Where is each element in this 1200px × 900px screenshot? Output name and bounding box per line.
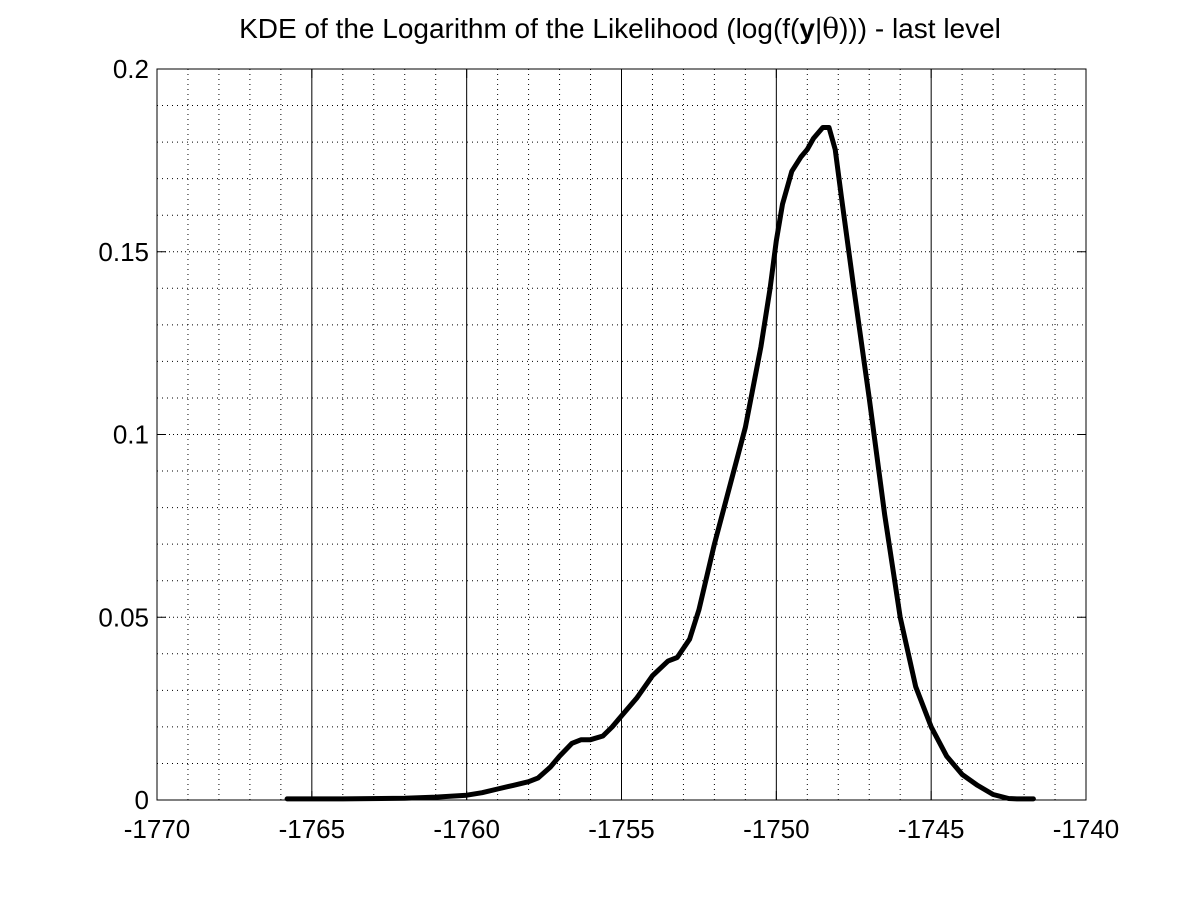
x-tick-label: -1770 xyxy=(124,814,191,844)
x-tick-label: -1765 xyxy=(279,814,346,844)
x-tick-label: -1745 xyxy=(898,814,965,844)
major-gridlines xyxy=(157,69,1086,800)
x-axis-tick-labels: -1770 -1765 -1760 -1755 -1750 -1745 -1740 xyxy=(124,814,1120,844)
y-tick-label: 0.05 xyxy=(98,602,149,632)
chart-title: KDE of the Logarithm of the Likelihood (… xyxy=(239,12,1001,45)
y-tick-label: 0.15 xyxy=(98,237,149,267)
x-tick-label: -1740 xyxy=(1053,814,1120,844)
x-tick-label: -1755 xyxy=(588,814,655,844)
y-tick-label: 0 xyxy=(135,785,149,815)
kde-curve xyxy=(284,125,1036,802)
y-axis-tick-labels: 0 0.05 0.1 0.15 0.2 xyxy=(98,54,149,815)
y-tick-label: 0.1 xyxy=(113,420,149,450)
x-tick-label: -1750 xyxy=(743,814,810,844)
y-tick-label: 0.2 xyxy=(113,54,149,84)
x-tick-label: -1760 xyxy=(433,814,500,844)
